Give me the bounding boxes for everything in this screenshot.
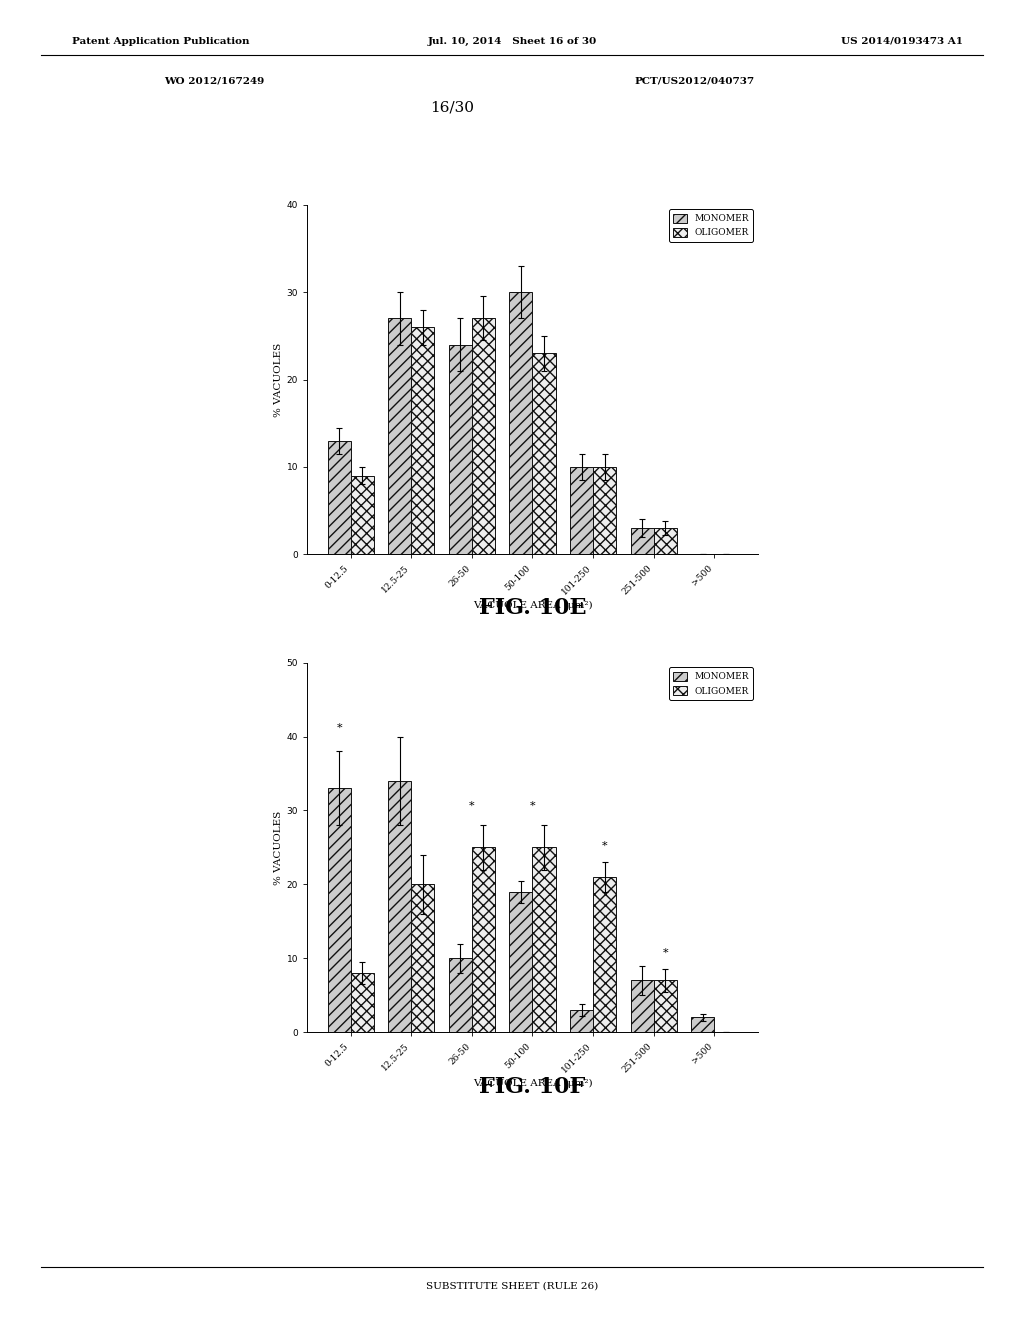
Bar [532,354,555,554]
Text: SUBSTITUTE SHEET (RULE 26): SUBSTITUTE SHEET (RULE 26) [426,1282,598,1291]
Text: WO 2012/167249: WO 2012/167249 [164,77,264,86]
Text: *: * [663,948,668,958]
Bar [412,884,434,1032]
Bar [328,788,350,1032]
Bar [653,528,677,554]
Bar [350,973,374,1032]
Text: Jul. 10, 2014   Sheet 16 of 30: Jul. 10, 2014 Sheet 16 of 30 [427,37,597,46]
Bar [449,345,472,554]
Text: 16/30: 16/30 [430,100,474,115]
Text: PCT/US2012/040737: PCT/US2012/040737 [635,77,755,86]
Text: Patent Application Publication: Patent Application Publication [72,37,249,46]
Bar [472,847,495,1032]
Bar [631,528,653,554]
Bar [532,847,555,1032]
Bar [328,441,350,554]
Bar [653,981,677,1032]
Bar [570,1010,593,1032]
Legend: MONOMER, OLIGOMER: MONOMER, OLIGOMER [669,209,754,242]
Bar [388,781,412,1032]
Legend: MONOMER, OLIGOMER: MONOMER, OLIGOMER [669,667,754,700]
Bar [388,318,412,554]
Bar [510,292,532,554]
Bar [593,467,616,554]
Bar [631,981,653,1032]
X-axis label: VACUOLE AREA (μm²): VACUOLE AREA (μm²) [473,1078,592,1088]
Bar [570,467,593,554]
Text: US 2014/0193473 A1: US 2014/0193473 A1 [841,37,963,46]
Bar [691,1018,715,1032]
Bar [350,475,374,554]
Bar [593,876,616,1032]
Text: *: * [529,800,536,810]
Bar [412,327,434,554]
Bar [449,958,472,1032]
Text: *: * [336,723,342,733]
Text: FIG. 10E: FIG. 10E [479,597,586,619]
Text: FIG. 10F: FIG. 10F [479,1076,586,1098]
Text: *: * [602,841,607,851]
Y-axis label: % VACUOLES: % VACUOLES [273,342,283,417]
X-axis label: VACUOLE AREA (μm²): VACUOLE AREA (μm²) [473,601,592,610]
Text: *: * [469,800,475,810]
Y-axis label: % VACUOLES: % VACUOLES [273,810,283,884]
Bar [510,892,532,1032]
Bar [472,318,495,554]
